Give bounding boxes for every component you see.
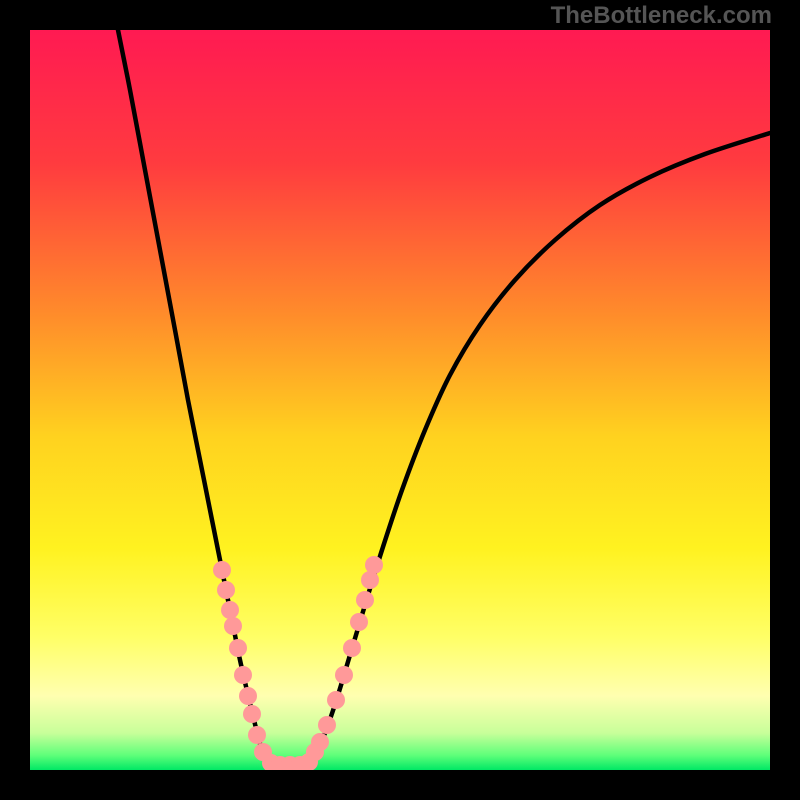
data-marker bbox=[350, 613, 368, 631]
data-marker bbox=[356, 591, 374, 609]
curve-layer bbox=[30, 30, 770, 770]
data-marker bbox=[213, 561, 231, 579]
plot-area bbox=[30, 30, 770, 770]
data-marker bbox=[335, 666, 353, 684]
bottleneck-curve bbox=[118, 30, 770, 766]
data-marker bbox=[243, 705, 261, 723]
chart-canvas: TheBottleneck.com bbox=[0, 0, 800, 800]
data-marker bbox=[365, 556, 383, 574]
data-marker bbox=[327, 691, 345, 709]
watermark-text: TheBottleneck.com bbox=[551, 2, 772, 30]
data-marker bbox=[343, 639, 361, 657]
data-marker bbox=[224, 617, 242, 635]
data-marker bbox=[318, 716, 336, 734]
data-marker bbox=[239, 687, 257, 705]
data-marker bbox=[221, 601, 239, 619]
data-marker bbox=[234, 666, 252, 684]
data-marker bbox=[311, 733, 329, 751]
data-marker bbox=[229, 639, 247, 657]
data-marker bbox=[248, 726, 266, 744]
data-marker bbox=[217, 581, 235, 599]
